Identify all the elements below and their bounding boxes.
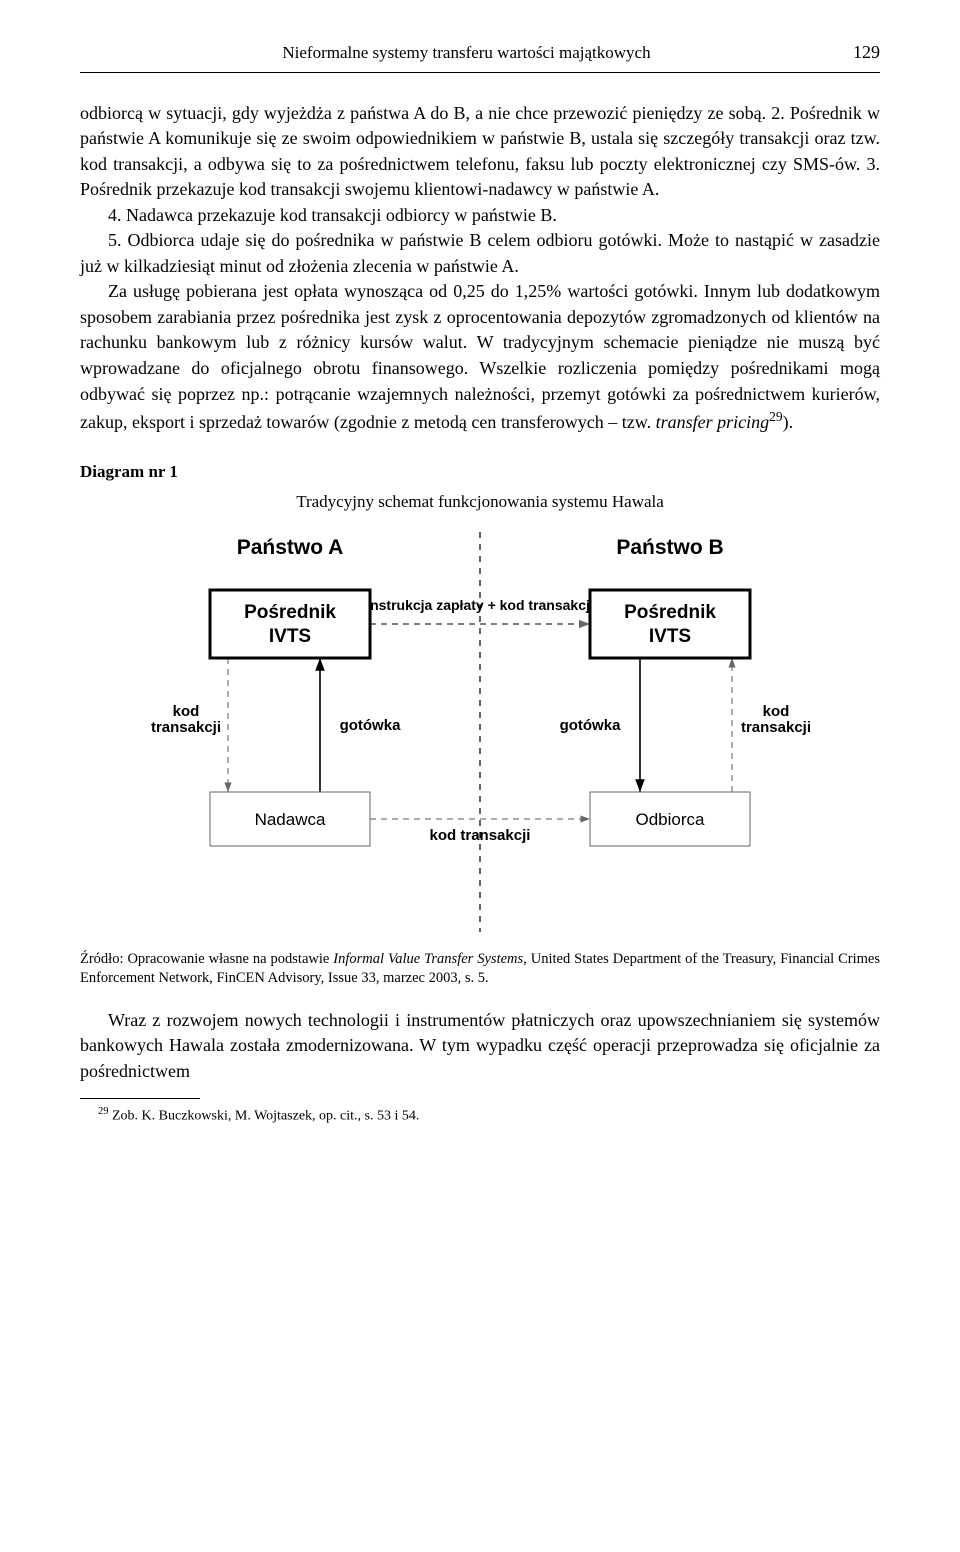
svg-text:kod transakcji: kod transakcji	[430, 827, 531, 844]
svg-text:Odbiorca: Odbiorca	[636, 810, 706, 829]
p4-italic: transfer pricing	[656, 412, 770, 432]
svg-text:Pośrednik: Pośrednik	[624, 602, 716, 623]
body-paragraph-1: odbiorcą w sytuacji, gdy wyjeżdża z pańs…	[80, 101, 880, 203]
footnote-num: 29	[98, 1106, 109, 1117]
svg-text:Nadawca: Nadawca	[255, 810, 326, 829]
header-title: Nieformalne systemy transferu wartości m…	[80, 41, 853, 65]
running-header: Nieformalne systemy transferu wartości m…	[80, 40, 880, 73]
hawala-flowchart: instrukcja zapłaty + kod transakcjikodtr…	[140, 532, 820, 932]
svg-text:instrukcja zapłaty + kod trans: instrukcja zapłaty + kod transakcji	[366, 597, 594, 613]
p4-sup: 29	[769, 409, 783, 424]
svg-text:IVTS: IVTS	[269, 626, 311, 647]
source-italic: Informal Value Transfer Systems	[333, 951, 523, 967]
body-paragraph-3: 5. Odbiorca udaje się do pośrednika w pa…	[80, 228, 880, 279]
svg-text:IVTS: IVTS	[649, 626, 691, 647]
diagram-title: Tradycyjny schemat funkcjonowania system…	[80, 490, 880, 514]
footnote-separator	[80, 1098, 200, 1099]
p4-text: Za usługę pobierana jest opłata wynosząc…	[80, 281, 880, 432]
body-paragraph-4: Za usługę pobierana jest opłata wynosząc…	[80, 279, 880, 435]
body-paragraph-5: Wraz z rozwojem nowych technologii i ins…	[80, 1008, 880, 1085]
svg-text:gotówka: gotówka	[560, 717, 621, 734]
svg-text:transakcji: transakcji	[151, 719, 221, 736]
source-prefix: Źródło: Opracowanie własne na podstawie	[80, 951, 333, 967]
svg-text:transakcji: transakcji	[741, 719, 811, 736]
footnote-text: Zob. K. Buczkowski, M. Wojtaszek, op. ci…	[109, 1109, 420, 1124]
svg-text:Państwo A: Państwo A	[237, 536, 344, 559]
diagram-container: instrukcja zapłaty + kod transakcjikodtr…	[80, 532, 880, 932]
diagram-source: Źródło: Opracowanie własne na podstawie …	[80, 950, 880, 988]
body-paragraph-2: 4. Nadawca przekazuje kod transakcji odb…	[80, 203, 880, 229]
svg-text:Państwo B: Państwo B	[616, 536, 723, 559]
footnote-29: 29 Zob. K. Buczkowski, M. Wojtaszek, op.…	[80, 1105, 880, 1127]
page-number: 129	[853, 40, 880, 66]
diagram-label: Diagram nr 1	[80, 460, 880, 484]
svg-text:Pośrednik: Pośrednik	[244, 602, 336, 623]
svg-text:kod: kod	[173, 703, 200, 720]
svg-text:gotówka: gotówka	[340, 717, 401, 734]
svg-text:kod: kod	[763, 703, 790, 720]
p4-tail: ).	[783, 412, 794, 432]
